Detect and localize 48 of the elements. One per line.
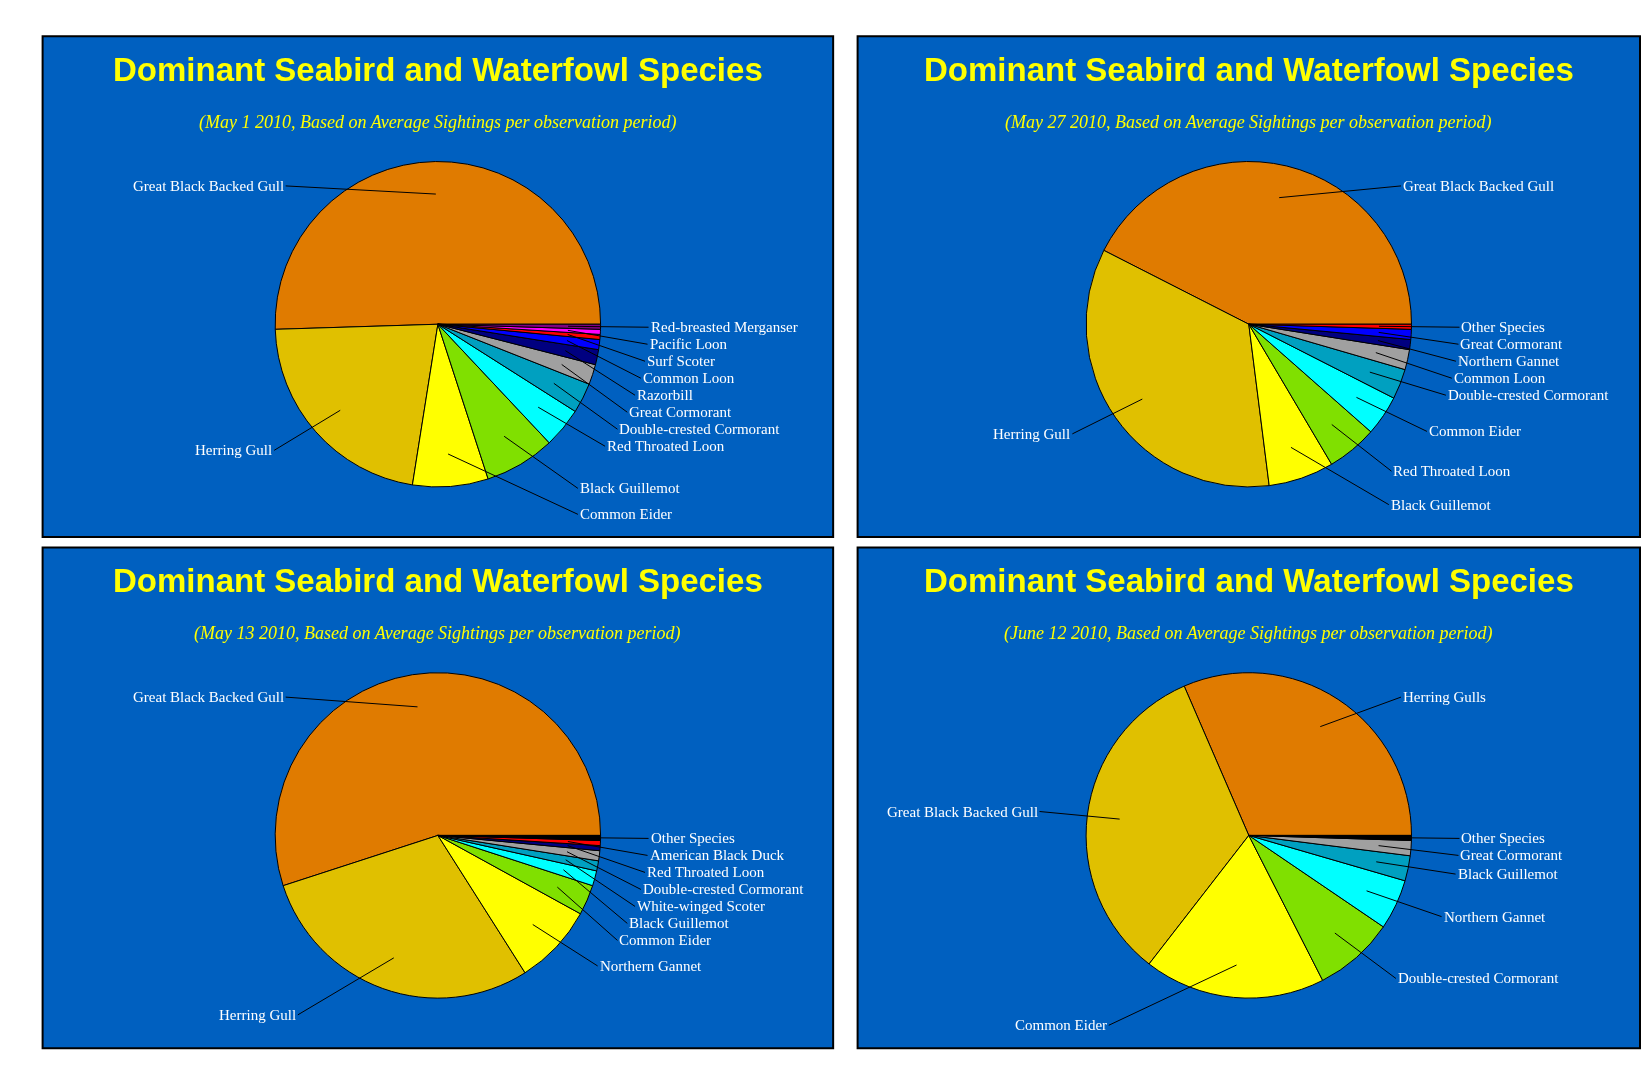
- slice-label: Great Black Backed Gull: [133, 178, 285, 194]
- slice-label: Double-crested Cormorant: [643, 881, 805, 897]
- slice-label: Great Black Backed Gull: [133, 689, 285, 705]
- slice-label: Common Eider: [1429, 423, 1522, 439]
- chart-title: Dominant Seabird and Waterfowl Species: [113, 562, 763, 599]
- slice-label: Great Cormorant: [1460, 847, 1563, 863]
- chart-title: Dominant Seabird and Waterfowl Species: [924, 51, 1574, 88]
- slice-label: Pacific Loon: [650, 336, 728, 352]
- chart-subtitle: (May 27 2010, Based on Average Sightings per observation period): [1005, 112, 1492, 133]
- slice-label: Black Guillemot: [580, 480, 681, 496]
- slice-label: Herring Gull: [219, 1007, 297, 1023]
- chart-title: Dominant Seabird and Waterfowl Species: [113, 51, 763, 88]
- slice-label: Great Cormorant: [1460, 336, 1563, 352]
- slice-label: Great Cormorant: [629, 404, 732, 420]
- slice-label: Red Throated Loon: [607, 438, 725, 454]
- slice-label: Herring Gull: [993, 426, 1071, 442]
- slice-label: Black Guillemot: [1391, 497, 1492, 513]
- slice-label: Great Black Backed Gull: [1403, 178, 1555, 194]
- slice-label: Other Species: [1461, 319, 1545, 335]
- slice-label: Northern Gannet: [600, 958, 703, 974]
- slice-label: Double-crested Cormorant: [1398, 970, 1560, 986]
- slice-label: Other Species: [651, 830, 735, 846]
- slice-label: Razorbill: [637, 387, 693, 403]
- slice-label: Other Species: [1461, 830, 1545, 846]
- slice-label: Great Black Backed Gull: [887, 804, 1039, 820]
- slice-label: Herring Gull: [195, 442, 273, 458]
- slice-label: White-winged Scoter: [637, 898, 765, 914]
- slice-label: Double-crested Cormorant: [1448, 387, 1610, 403]
- slice-label: Surf Scoter: [647, 353, 715, 369]
- slice-label: Double-crested Cormorant: [619, 421, 781, 437]
- slice-label: Black Guillemot: [629, 915, 730, 931]
- slice-label: Northern Gannet: [1458, 353, 1561, 369]
- slice-label: Northern Gannet: [1444, 909, 1547, 925]
- slice-label: Common Eider: [580, 506, 673, 522]
- slice-label: Red-breasted Merganser: [651, 319, 798, 335]
- chart-subtitle: (May 1 2010, Based on Average Sightings per observation period): [199, 112, 677, 133]
- slice-label: Common Eider: [1015, 1017, 1108, 1033]
- chart-title: Dominant Seabird and Waterfowl Species: [924, 562, 1574, 599]
- chart-subtitle: (May 13 2010, Based on Average Sightings per observation period): [194, 623, 681, 644]
- slice-label: Herring Gulls: [1403, 689, 1487, 705]
- slice-label: Common Loon: [643, 370, 735, 386]
- slice-label: Red Throated Loon: [1393, 463, 1511, 479]
- slice-label: Red Throated Loon: [647, 864, 765, 880]
- chart-subtitle: (June 12 2010, Based on Average Sightings per observation period): [1004, 623, 1493, 644]
- slice-label: American Black Duck: [650, 847, 785, 863]
- slice-label: Black Guillemot: [1458, 866, 1559, 882]
- slice-label: Common Loon: [1454, 370, 1546, 386]
- slice-label: Common Eider: [619, 932, 712, 948]
